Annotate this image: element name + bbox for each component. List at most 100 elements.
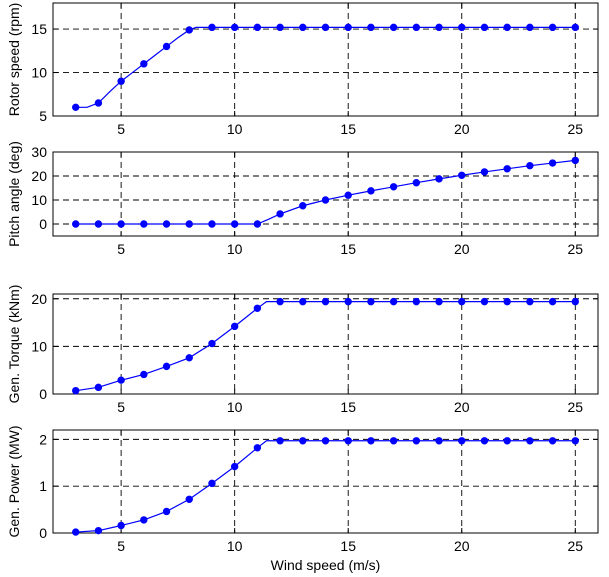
data-point <box>503 297 511 306</box>
data-point <box>458 437 466 445</box>
series-line <box>75 159 576 225</box>
data-point <box>344 297 352 306</box>
y-tick-label: 2 <box>39 431 47 447</box>
y-tick-label: 20 <box>31 168 47 184</box>
x-tick-label: 5 <box>117 399 125 415</box>
data-point <box>458 23 466 32</box>
data-point <box>367 187 375 195</box>
y-tick-label: 0 <box>39 216 47 232</box>
data-point <box>185 220 193 228</box>
y-tick-label: 20 <box>31 291 47 307</box>
data-point <box>299 23 307 32</box>
x-tick-label: 25 <box>568 241 584 257</box>
data-point <box>276 437 284 445</box>
data-point <box>299 437 307 445</box>
axes-frame <box>52 2 599 117</box>
data-point <box>140 370 148 379</box>
data-point <box>435 437 443 445</box>
subplot-2: 5 10 15 20 25 0 10 20 30 Pitch angle (deg) <box>6 141 599 257</box>
data-point <box>140 220 148 228</box>
data-point <box>140 516 148 524</box>
data-point <box>117 220 125 228</box>
data-point <box>412 179 421 187</box>
x-tick-label: 5 <box>117 121 125 137</box>
data-point <box>208 23 216 32</box>
data-point <box>94 99 103 107</box>
y-tick-label: 5 <box>39 108 47 124</box>
y-tick-label: 10 <box>31 192 47 208</box>
data-point <box>321 437 330 445</box>
data-point <box>140 60 148 68</box>
data-point <box>230 23 239 32</box>
data-point <box>208 479 216 488</box>
axes-frame <box>52 151 599 237</box>
data-point <box>276 297 284 306</box>
data-point <box>412 297 421 306</box>
x-tick-label: 5 <box>117 241 125 257</box>
data-point <box>72 386 80 395</box>
y-tick-label: 15 <box>31 21 47 37</box>
data-point <box>299 297 307 306</box>
data-point <box>389 23 398 32</box>
data-point <box>117 376 125 384</box>
y-tick-label: 10 <box>31 65 47 81</box>
data-point <box>435 175 443 183</box>
x-tick-label: 5 <box>117 538 125 554</box>
data-point <box>276 210 284 218</box>
data-point <box>503 23 511 32</box>
y-tick-label: 0 <box>39 525 47 541</box>
data-point <box>185 354 193 362</box>
data-point <box>253 444 262 452</box>
x-tick-label: 15 <box>340 121 356 137</box>
data-point <box>253 23 262 32</box>
data-point <box>389 297 398 306</box>
series-line <box>75 26 576 108</box>
x-tick-label: 10 <box>227 399 243 415</box>
data-point <box>162 507 171 516</box>
data-point <box>548 437 557 445</box>
data-point <box>503 437 511 445</box>
data-point <box>458 297 466 306</box>
x-tick-label: 25 <box>568 399 584 415</box>
data-point <box>276 23 284 32</box>
x-tick-label: 15 <box>340 399 356 415</box>
data-point <box>117 77 125 85</box>
y-tick-label: 10 <box>31 338 47 354</box>
data-point <box>208 339 216 348</box>
data-point <box>480 168 489 176</box>
x-tick-label: 25 <box>568 538 584 554</box>
data-point <box>321 196 330 204</box>
y-tick-label: 30 <box>31 144 47 160</box>
data-point <box>185 495 193 503</box>
series-line <box>75 301 576 392</box>
y-axis-label: Pitch angle (deg) <box>6 141 22 247</box>
axes-frame <box>52 429 599 534</box>
data-point <box>412 437 421 445</box>
data-point <box>367 297 375 306</box>
data-point <box>344 191 352 199</box>
data-point <box>571 297 579 306</box>
data-point <box>571 23 579 32</box>
data-point <box>230 220 239 228</box>
data-point <box>367 23 375 32</box>
data-point <box>72 220 80 228</box>
y-axis-label: Gen. Torque (kNm) <box>6 285 22 404</box>
data-point <box>526 161 534 170</box>
data-point <box>94 220 103 228</box>
x-tick-label: 10 <box>227 538 243 554</box>
x-tick-label: 10 <box>227 241 243 257</box>
y-tick-label: 0 <box>39 386 47 402</box>
data-point <box>253 220 262 228</box>
y-axis-label: Rotor speed (rpm) <box>6 3 22 117</box>
data-point <box>367 437 375 445</box>
data-point <box>548 159 557 167</box>
data-point <box>230 322 239 331</box>
data-point <box>435 23 443 32</box>
subplot-1: 5 10 15 20 25 5 10 15 Rotor speed (rpm) <box>6 2 599 137</box>
subplot-3: 5 10 15 20 25 0 10 20 Gen. Torque (kNm) <box>6 285 599 415</box>
x-tick-label: 25 <box>568 121 584 137</box>
x-tick-label: 20 <box>454 399 470 415</box>
data-point <box>548 297 557 306</box>
y-axis-label: Gen. Power (MW) <box>6 425 22 537</box>
